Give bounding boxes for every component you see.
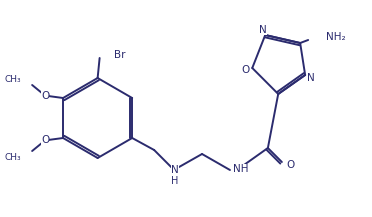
Text: CH₃: CH₃ (4, 74, 21, 84)
Text: H: H (171, 176, 179, 186)
Text: N: N (259, 25, 267, 35)
Text: O: O (41, 91, 49, 101)
Text: Br: Br (113, 50, 125, 60)
Text: CH₃: CH₃ (4, 153, 21, 161)
Text: N: N (307, 73, 315, 83)
Text: N: N (171, 165, 179, 175)
Text: NH: NH (233, 164, 248, 174)
Text: O: O (241, 65, 249, 75)
Text: NH₂: NH₂ (326, 32, 346, 42)
Text: O: O (287, 160, 295, 170)
Text: O: O (41, 135, 49, 145)
